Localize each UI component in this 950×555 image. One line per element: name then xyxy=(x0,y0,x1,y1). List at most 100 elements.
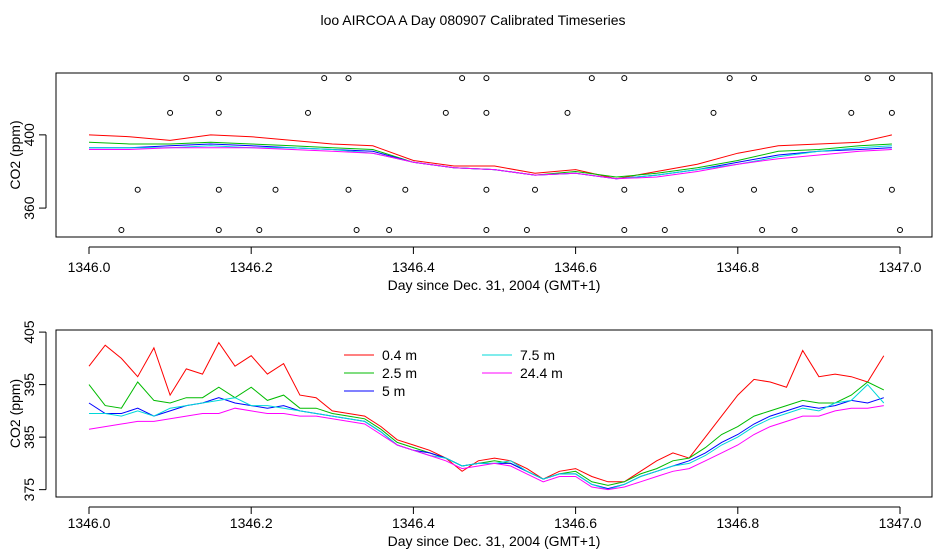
legend-item: 5 m xyxy=(344,383,405,399)
legend-label: 2.5 m xyxy=(382,365,417,381)
outlier-point xyxy=(256,227,263,233)
outlier-point xyxy=(483,186,490,193)
outlier-point xyxy=(621,227,628,233)
outlier-point xyxy=(621,186,628,193)
series-line-5-m xyxy=(88,397,884,490)
outlier-point xyxy=(751,75,757,82)
legend-label: 5 m xyxy=(382,383,405,399)
x-axis: 1346.0 1346.2 1346.4 1346.6 1346.8 1347.0 xyxy=(68,246,922,275)
series-line-24-4-m xyxy=(89,147,892,180)
x-tick-label: 1346.2 xyxy=(230,515,273,531)
top-panel: 1346.0 1346.2 1346.4 1346.6 1346.8 1347.0 Day … xyxy=(7,72,933,293)
outlier-point xyxy=(134,186,141,193)
series-group xyxy=(88,134,893,180)
x-tick-label: 1346.6 xyxy=(554,515,597,531)
x-tick-label: 1346.8 xyxy=(716,515,759,531)
outlier-point xyxy=(215,186,222,193)
outlier-point xyxy=(888,186,895,193)
y-tick-label: 360 xyxy=(21,196,37,220)
outlier-point xyxy=(661,227,668,233)
series-line-7-5-m xyxy=(89,383,885,491)
legend-item: 2.5 m xyxy=(344,365,417,381)
legend-item: 24.4 m xyxy=(482,365,563,381)
plot-frame xyxy=(55,72,933,238)
outlier-point xyxy=(386,227,393,233)
outlier-point xyxy=(345,186,352,193)
outlier-point xyxy=(678,186,684,193)
series-group xyxy=(88,341,885,491)
series-line-24-4-m xyxy=(88,405,884,491)
outlier-point xyxy=(215,75,222,82)
x-tick-label: 1346.4 xyxy=(392,515,435,531)
outlier-point xyxy=(183,75,190,82)
series-line-5-m xyxy=(89,143,892,180)
legend: 0.4 m 2.5 m 5 m 7.5 m 24.4 m xyxy=(344,347,563,399)
outlier-point xyxy=(483,227,490,233)
y-tick-label: 400 xyxy=(21,123,37,147)
outlier-point xyxy=(345,75,352,82)
outlier-point xyxy=(215,109,222,116)
x-tick-label: 1347.0 xyxy=(879,259,922,275)
outlier-point xyxy=(710,109,717,116)
outlier-point xyxy=(353,227,360,233)
outlier-point xyxy=(864,75,871,82)
series-line-0-4-m xyxy=(88,341,885,483)
y-tick-label: 405 xyxy=(21,320,37,344)
outlier-point xyxy=(402,186,409,193)
x-tick-label: 1346.4 xyxy=(392,259,435,275)
outlier-point xyxy=(483,109,490,116)
outlier-point xyxy=(305,109,311,116)
x-axis-label: Day since Dec. 31, 2004 (GMT+1) xyxy=(388,533,601,549)
outlier-point xyxy=(791,227,798,233)
y-tick-label: 395 xyxy=(21,373,37,397)
outlier-point xyxy=(888,109,895,116)
y-axis: 375 385 395 405 xyxy=(21,320,47,502)
outlier-point xyxy=(483,75,490,82)
series-line-7-5-m xyxy=(89,145,892,180)
x-tick-label: 1347.0 xyxy=(879,515,922,531)
y-tick-label: 375 xyxy=(21,478,37,502)
outlier-point xyxy=(807,186,814,193)
outlier-point xyxy=(459,75,466,82)
outlier-point xyxy=(118,227,125,233)
outlier-point xyxy=(321,75,328,82)
x-tick-label: 1346.8 xyxy=(716,259,759,275)
outlier-point xyxy=(588,75,595,82)
bottom-panel: 1346.0 1346.2 1346.4 1346.6 1346.8 1347.0 Day … xyxy=(7,320,933,549)
outlier-point xyxy=(167,109,174,116)
x-axis-label: Day since Dec. 31, 2004 (GMT+1) xyxy=(388,277,601,293)
outlier-point xyxy=(848,109,855,116)
y-axis-label: CO2 (ppm) xyxy=(7,379,23,448)
outlier-point xyxy=(564,109,571,116)
legend-label: 7.5 m xyxy=(520,347,555,363)
outlier-point xyxy=(442,109,449,116)
outlier-point xyxy=(621,75,628,82)
series-line-0-4-m xyxy=(88,134,893,180)
outlier-point xyxy=(523,227,530,233)
outlier-point xyxy=(897,227,903,233)
y-axis-label: CO2 (ppm) xyxy=(7,120,23,189)
x-tick-label: 1346.0 xyxy=(68,515,111,531)
outlier-point xyxy=(215,227,222,233)
outlier-point xyxy=(759,227,766,233)
y-axis: 360 400 xyxy=(21,123,47,220)
x-tick-label: 1346.2 xyxy=(230,259,273,275)
x-axis: 1346.0 1346.2 1346.4 1346.6 1346.8 1347.0 xyxy=(68,506,922,531)
outlier-markers xyxy=(118,75,903,233)
x-tick-label: 1346.0 xyxy=(68,259,111,275)
legend-item: 7.5 m xyxy=(482,347,555,363)
series-line-2-5-m xyxy=(88,381,885,486)
page-title: loo AIRCOA A Day 080907 Calibrated Times… xyxy=(320,12,625,28)
outlier-point xyxy=(888,75,895,82)
plot-frame xyxy=(55,329,933,498)
y-tick-label: 385 xyxy=(21,425,37,449)
outlier-point xyxy=(532,186,538,193)
legend-label: 24.4 m xyxy=(520,365,563,381)
outlier-point xyxy=(751,186,757,193)
legend-label: 0.4 m xyxy=(382,347,417,363)
x-tick-label: 1346.6 xyxy=(554,259,597,275)
outlier-point xyxy=(272,186,279,193)
legend-item: 0.4 m xyxy=(344,347,417,363)
outlier-point xyxy=(726,75,733,82)
